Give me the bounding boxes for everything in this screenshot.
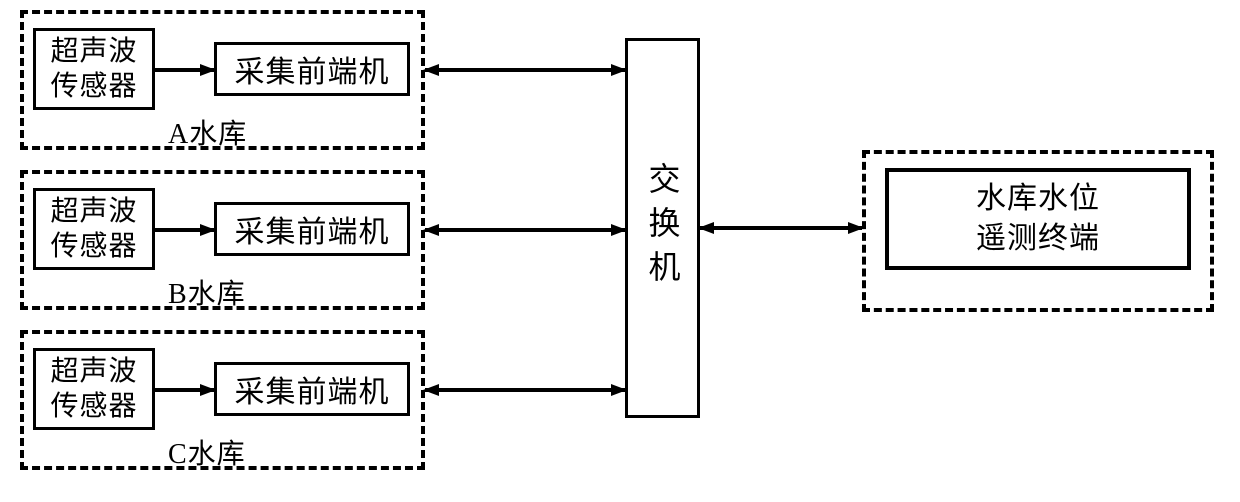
sensor-label-a: 超声波 传感器: [50, 34, 137, 104]
frontend-box-a: 采集前端机: [214, 42, 410, 96]
frontend-label-a: 采集前端机: [235, 47, 390, 91]
sensor-label-c: 超声波 传感器: [50, 354, 137, 424]
diagram-canvas: 超声波 传感器 采集前端机 A水库 超声波 传感器 采集前端机 B水库 超声波 …: [0, 0, 1240, 502]
sensor-box-a: 超声波 传感器: [33, 28, 155, 110]
frontend-label-b: 采集前端机: [235, 207, 390, 251]
switch-box: 交换机: [625, 38, 700, 418]
sensor-label-b: 超声波 传感器: [50, 194, 137, 264]
sensor-box-b: 超声波 传感器: [33, 188, 155, 270]
group-label-b: B水库: [168, 272, 246, 312]
frontend-box-b: 采集前端机: [214, 202, 410, 256]
group-label-c: C水库: [168, 432, 246, 472]
terminal-label: 水库水位 遥测终端: [976, 179, 1100, 260]
group-label-a: A水库: [168, 112, 247, 152]
frontend-box-c: 采集前端机: [214, 362, 410, 416]
frontend-label-c: 采集前端机: [235, 367, 390, 411]
sensor-box-c: 超声波 传感器: [33, 348, 155, 430]
switch-label: 交换机: [640, 162, 686, 294]
terminal-box: 水库水位 遥测终端: [885, 168, 1191, 270]
